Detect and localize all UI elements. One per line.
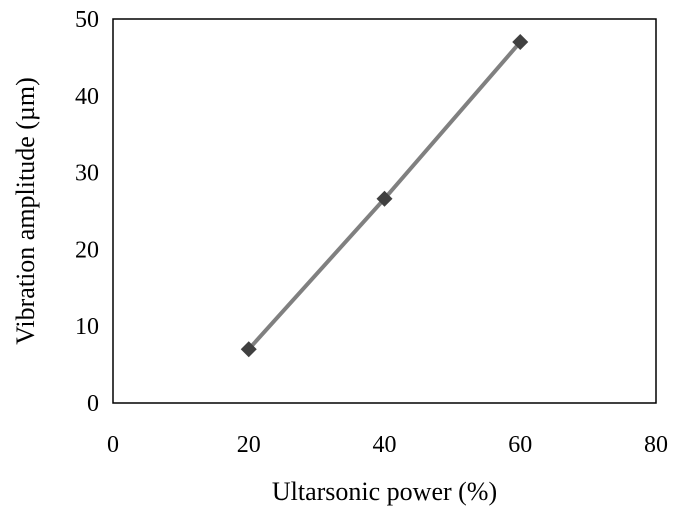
x-axis-title: Ultarsonic power (%) bbox=[272, 477, 497, 506]
data-point-marker bbox=[376, 190, 393, 207]
x-axis-tick-labels: 0 20 40 60 80 bbox=[107, 432, 668, 458]
y-tick-label: 0 bbox=[87, 391, 99, 417]
y-tick-label: 10 bbox=[75, 314, 99, 340]
y-tick-label: 50 bbox=[75, 7, 99, 33]
x-tick-label: 0 bbox=[107, 432, 119, 458]
data-point-marker bbox=[512, 34, 529, 51]
y-tick-label: 20 bbox=[75, 237, 99, 263]
plot-area bbox=[112, 18, 657, 404]
y-axis-tick-labels: 0 10 20 30 40 50 bbox=[75, 7, 99, 417]
y-tick-label: 40 bbox=[75, 84, 99, 110]
x-tick-label: 60 bbox=[508, 432, 532, 458]
series-layer bbox=[240, 34, 529, 358]
x-tick-label: 40 bbox=[373, 432, 397, 458]
data-point-marker bbox=[240, 341, 257, 358]
y-axis-title: Vibration amplitude (µm) bbox=[11, 77, 40, 345]
x-tick-label: 20 bbox=[237, 432, 261, 458]
x-tick-label: 80 bbox=[644, 432, 668, 458]
y-tick-label: 30 bbox=[75, 161, 99, 187]
